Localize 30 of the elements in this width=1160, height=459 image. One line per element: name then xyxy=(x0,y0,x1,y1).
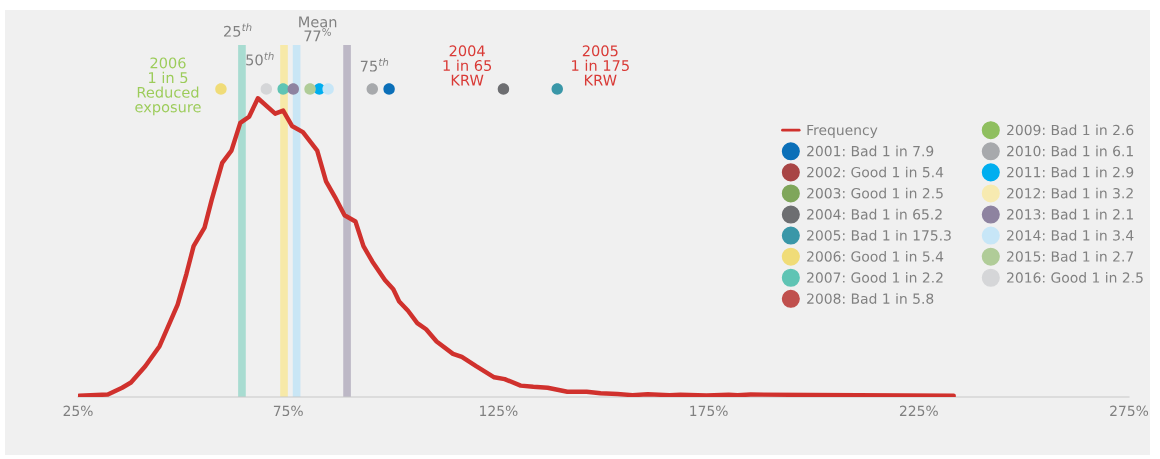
ref-line-label: Mean 77$^{%}$ xyxy=(299,16,337,42)
legend-label: 2005: Bad 1 in 175.3 xyxy=(807,229,951,241)
legend-label: 2007: Good 1 in 2.2 xyxy=(807,272,943,283)
x-tick-label: 275% xyxy=(1110,405,1149,417)
legend-label: 2001: Bad 1 in 7.9 xyxy=(807,145,934,157)
legend-label: 2006: Good 1 in 5.4 xyxy=(807,250,944,262)
annotation: 2005 1 in 175 KRW xyxy=(572,45,629,86)
x-tick-label: 125% xyxy=(480,405,518,417)
legend-label: 2009: Bad 1 in 2.6 xyxy=(1007,124,1134,136)
legend-label: 2008: Bad 1 in 5.8 xyxy=(807,293,934,304)
legend-label: 2004: Bad 1 in 65.2 xyxy=(807,208,942,220)
annotation: 2004 1 in 65 KRW xyxy=(443,45,492,86)
ref-line-label: 50$^{th}$ xyxy=(246,51,274,66)
ref-line-label: 25$^{th}$ xyxy=(224,23,252,37)
legend-label: 2013: Bad 1 in 2.1 xyxy=(1007,208,1133,220)
legend-label: 2015: Bad 1 in 2.7 xyxy=(1007,250,1134,262)
legend-label: 2012: Bad 1 in 3.2 xyxy=(1007,187,1133,199)
x-tick-label: 225% xyxy=(899,405,938,417)
ref-line-label: 75$^{th}$ xyxy=(360,58,389,72)
legend-label: 2010: Bad 1 in 6.1 xyxy=(1007,145,1133,157)
annotation: 2006 1 in 5 Reduced exposure xyxy=(135,57,201,116)
x-tick-label: 25% xyxy=(63,405,93,417)
legend-label: 2016: Good 1 in 2.5 xyxy=(1007,272,1143,283)
x-tick-label: 175% xyxy=(690,405,728,417)
legend-label: 2003: Good 1 in 2.5 xyxy=(807,187,943,199)
legend-label: 2002: Good 1 in 5.4 xyxy=(807,166,944,178)
legend-label: 2014: Bad 1 in 3.4 xyxy=(1007,229,1134,241)
legend-label: Frequency xyxy=(807,124,878,138)
x-tick-label: 75% xyxy=(273,405,303,417)
legend-label: 2011: Bad 1 in 2.9 xyxy=(1007,166,1134,178)
